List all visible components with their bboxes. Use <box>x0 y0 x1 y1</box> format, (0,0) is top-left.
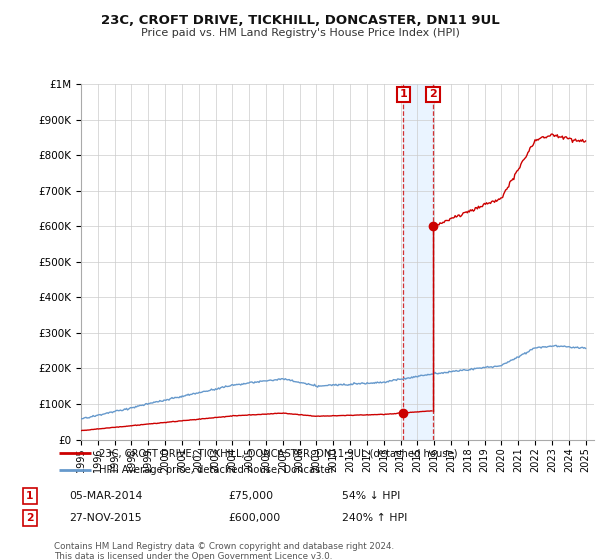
Text: HPI: Average price, detached house, Doncaster: HPI: Average price, detached house, Donc… <box>100 465 335 475</box>
Text: 1: 1 <box>26 491 34 501</box>
Text: 27-NOV-2015: 27-NOV-2015 <box>69 513 142 523</box>
Text: Contains HM Land Registry data © Crown copyright and database right 2024.
This d: Contains HM Land Registry data © Crown c… <box>54 542 394 560</box>
Text: 1: 1 <box>400 90 407 99</box>
Text: £600,000: £600,000 <box>228 513 280 523</box>
Text: Price paid vs. HM Land Registry's House Price Index (HPI): Price paid vs. HM Land Registry's House … <box>140 28 460 38</box>
Text: £75,000: £75,000 <box>228 491 273 501</box>
Text: 05-MAR-2014: 05-MAR-2014 <box>69 491 142 501</box>
Text: 240% ↑ HPI: 240% ↑ HPI <box>342 513 407 523</box>
Bar <box>403 84 433 440</box>
Text: 23C, CROFT DRIVE, TICKHILL, DONCASTER, DN11 9UL: 23C, CROFT DRIVE, TICKHILL, DONCASTER, D… <box>101 14 499 27</box>
Text: 2: 2 <box>26 513 34 523</box>
Text: 23C, CROFT DRIVE, TICKHILL, DONCASTER, DN11 9UL (detached house): 23C, CROFT DRIVE, TICKHILL, DONCASTER, D… <box>100 449 458 459</box>
Text: 2: 2 <box>429 90 437 99</box>
Text: 54% ↓ HPI: 54% ↓ HPI <box>342 491 400 501</box>
